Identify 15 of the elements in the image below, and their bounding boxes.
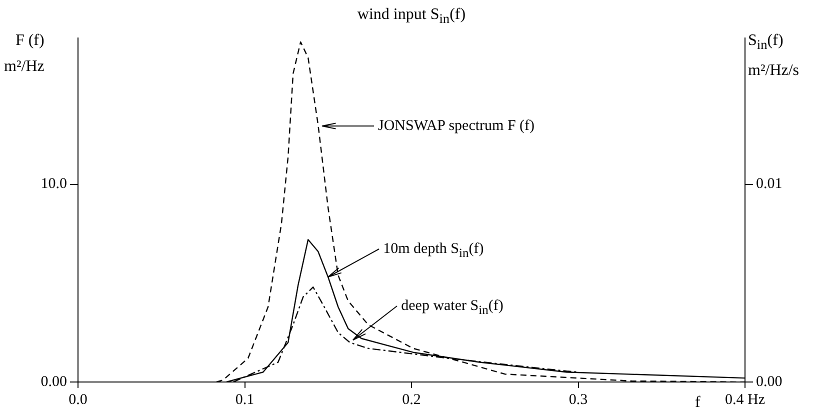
x-axis-title: f <box>695 393 700 413</box>
x-tick-label: 0.4 Hz <box>725 392 766 408</box>
chart-title: wind input S$_{in}$(f) <box>356 5 467 28</box>
y2-axis-title: S$_{in}$(f) m²/Hz/s <box>748 31 800 82</box>
y-axis-title: F (f) m²/Hz <box>4 31 44 77</box>
y2-tick-label: 0.01 <box>756 176 782 192</box>
x-tick-label: 0.1 <box>235 392 254 408</box>
x-tick-label: 0.0 <box>68 392 88 408</box>
annotation: 10m depth S$_{in}$(f) <box>383 240 484 262</box>
y-tick-label: 10.0 <box>40 176 67 192</box>
y2-tick-label: 0.00 <box>756 374 782 390</box>
x-tick-label: 0.3 <box>568 392 588 408</box>
annotation: JONSWAP spectrum F (f) <box>378 117 535 136</box>
annotation: deep water S$_{in}$(f) <box>401 297 504 320</box>
x-tick-label: 0.2 <box>402 392 421 408</box>
